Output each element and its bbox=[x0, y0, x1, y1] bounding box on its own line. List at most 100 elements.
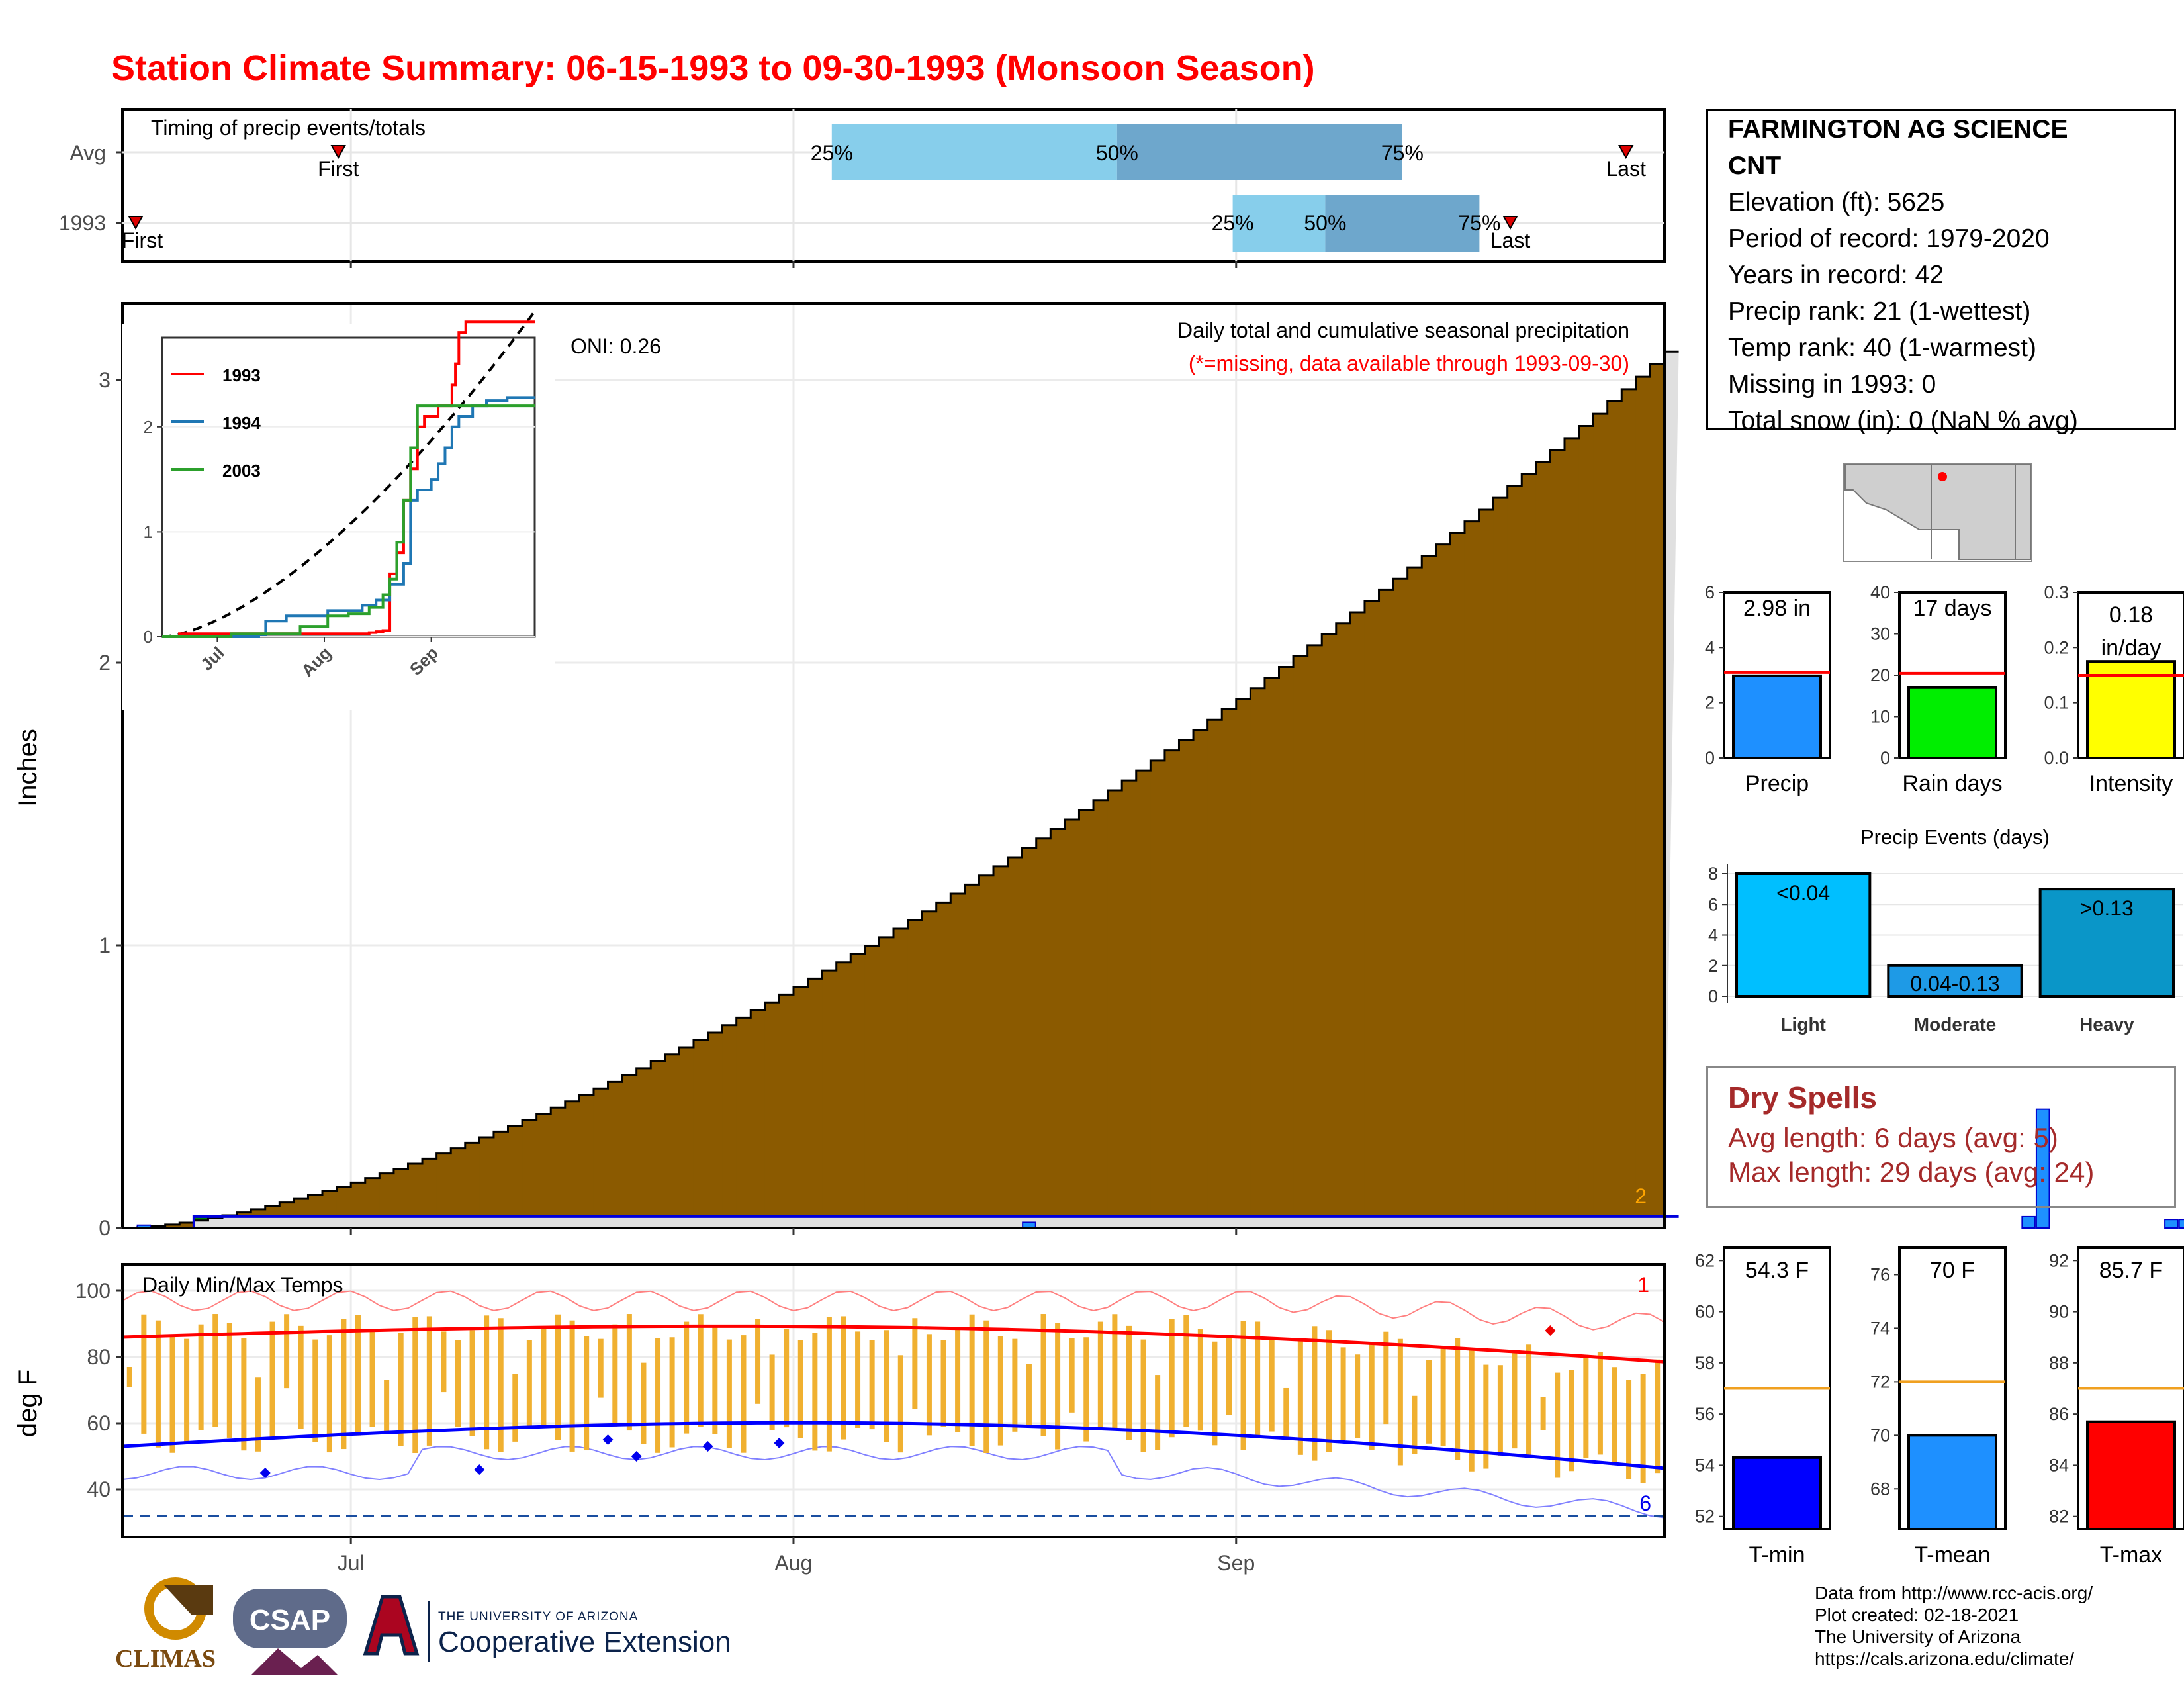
deficit-area bbox=[1007, 857, 1023, 1217]
tmax-y-tick-label: 92 bbox=[2049, 1250, 2069, 1270]
csap-logo-cloud bbox=[233, 1589, 347, 1648]
tmax-y-tick-label: 88 bbox=[2049, 1353, 2069, 1373]
tmean-y-tick-label: 70 bbox=[1870, 1425, 1890, 1445]
record-low-line bbox=[122, 1446, 1665, 1519]
daily-temp-bar bbox=[1640, 1374, 1646, 1483]
precip-events-category: Heavy bbox=[2079, 1014, 2134, 1035]
deficit-area bbox=[1322, 634, 1337, 1217]
daily-temp-bar bbox=[1397, 1338, 1403, 1466]
daily-temp-bar bbox=[526, 1340, 532, 1429]
daily-temp-bar bbox=[169, 1336, 175, 1453]
precip-total-y-tick-label: 6 bbox=[1705, 583, 1715, 602]
daily-temp-bar bbox=[269, 1321, 275, 1440]
daily-temp-bar bbox=[1412, 1395, 1418, 1454]
deficit-area bbox=[950, 893, 966, 1217]
rain-days-y-tick-label: 20 bbox=[1870, 665, 1890, 685]
daily-temp-bar bbox=[797, 1340, 803, 1438]
deficit-area bbox=[793, 986, 809, 1217]
deficit-area bbox=[1250, 688, 1265, 1217]
deficit-area bbox=[451, 1148, 466, 1217]
deficit-area bbox=[522, 1119, 537, 1217]
daily-temp-bar bbox=[369, 1329, 375, 1427]
rain-days-value: 17 days bbox=[1913, 596, 1991, 621]
daily-temp-bar bbox=[826, 1317, 832, 1452]
tmean-y-tick-label: 74 bbox=[1870, 1318, 1890, 1338]
deficit-area bbox=[850, 954, 866, 1217]
temp-panel-frame bbox=[121, 1263, 1666, 1538]
intensity-y-tick-label: 0.0 bbox=[2044, 748, 2069, 768]
deficit-area bbox=[1150, 760, 1165, 1217]
tmax-y-tick-label: 82 bbox=[2049, 1507, 2069, 1526]
daily-temp-bar bbox=[784, 1329, 790, 1428]
precip-events-range-label: >0.13 bbox=[2080, 896, 2134, 920]
deficit-area bbox=[1293, 656, 1308, 1217]
daily-temp-bar bbox=[1097, 1321, 1103, 1429]
daily-temp-bar bbox=[541, 1327, 547, 1429]
credit-line: https://cals.arizona.edu/climate/ bbox=[1815, 1648, 2075, 1669]
deficit-area bbox=[408, 1164, 423, 1217]
daily-temp-bar bbox=[1340, 1347, 1346, 1440]
inset-legend-label: 2003 bbox=[222, 461, 261, 481]
deficit-area bbox=[1479, 509, 1494, 1217]
intensity-unit: in/day bbox=[2101, 635, 2161, 661]
deficit-area bbox=[1207, 720, 1222, 1217]
daily-temp-bar bbox=[184, 1338, 190, 1444]
tmean-y-tick-label: 72 bbox=[1870, 1372, 1890, 1391]
timing-1993-50-label: 50% bbox=[1304, 211, 1346, 235]
deficit-area bbox=[664, 1054, 680, 1217]
tmax-y-tick-label: 90 bbox=[2049, 1302, 2069, 1322]
deficit-area bbox=[722, 1025, 737, 1217]
timing-avg-bar-late bbox=[1116, 124, 1402, 180]
temp-panel-bg bbox=[122, 1264, 1664, 1537]
main-y-tick-label: 1 bbox=[99, 933, 111, 957]
deficit-area bbox=[707, 1033, 723, 1217]
deficit-area bbox=[493, 1131, 509, 1217]
tmean-bar bbox=[1907, 1434, 1997, 1530]
temp-y-axis-label: deg F bbox=[13, 1370, 42, 1437]
daily-temp-bar bbox=[698, 1314, 704, 1427]
daily-temp-bar bbox=[1655, 1359, 1661, 1474]
daily-temp-bar bbox=[584, 1336, 590, 1451]
deficit-area bbox=[622, 1075, 637, 1217]
rain-days-y-tick-label: 30 bbox=[1870, 624, 1890, 644]
intensity-value: 0.18 bbox=[2109, 602, 2153, 628]
precip-events-bar bbox=[1735, 872, 1872, 998]
deficit-area bbox=[1264, 677, 1280, 1217]
timing-avg-50-label: 50% bbox=[1096, 141, 1138, 165]
main-missing-note: (*=missing, data available through 1993-… bbox=[1189, 352, 1629, 375]
daily-temp-bar bbox=[598, 1338, 604, 1398]
daily-temp-bar bbox=[484, 1315, 490, 1450]
deficit-area bbox=[1307, 645, 1322, 1217]
daily-temp-bar bbox=[284, 1314, 290, 1389]
daily-temp-bar bbox=[869, 1340, 875, 1430]
rain-days-y-tick-label: 40 bbox=[1870, 583, 1890, 602]
daily-temp-bar bbox=[1169, 1319, 1175, 1438]
ua-logo-small-text: THE UNIVERSITY OF ARIZONA bbox=[438, 1610, 639, 1624]
deficit-area bbox=[436, 1153, 451, 1217]
deficit-area bbox=[165, 1224, 180, 1228]
timing-avg-last-label: Last bbox=[1606, 157, 1647, 181]
deficit-area bbox=[979, 875, 994, 1217]
daily-temp-bar bbox=[1426, 1360, 1432, 1444]
daily-temp-bar bbox=[1026, 1364, 1032, 1427]
deficit-area bbox=[1578, 426, 1594, 1217]
intensity-y-tick-label: 0.2 bbox=[2044, 637, 2069, 657]
tmean-label: T-mean bbox=[1914, 1542, 1990, 1568]
temp-y-tick-label: 40 bbox=[87, 1477, 111, 1501]
deficit-area bbox=[679, 1047, 694, 1217]
tmin-y-tick-label: 62 bbox=[1695, 1250, 1715, 1270]
obs-cumulative-line bbox=[122, 1215, 1679, 1229]
daily-temp-bar bbox=[384, 1380, 390, 1432]
deficit-area bbox=[1222, 709, 1237, 1217]
deficit-area bbox=[1550, 450, 1565, 1217]
daily-temp-bar bbox=[641, 1362, 647, 1444]
precip-events-y-tick-label: 8 bbox=[1708, 864, 1718, 884]
daily-temp-bar bbox=[1483, 1364, 1489, 1469]
main-y-tick-label: 2 bbox=[99, 651, 111, 675]
tmin-y-tick-label: 52 bbox=[1695, 1507, 1715, 1526]
record-high-count: 1 bbox=[1637, 1273, 1649, 1297]
timing-1993-last-marker bbox=[1502, 216, 1518, 230]
record-high-line bbox=[122, 1290, 1665, 1331]
deficit-area bbox=[1064, 820, 1080, 1217]
